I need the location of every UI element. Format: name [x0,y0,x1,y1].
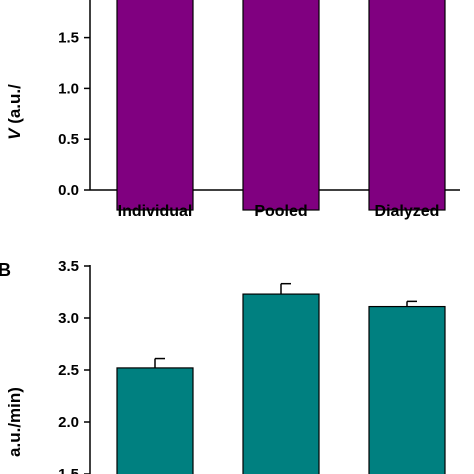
panel-b: B a.u./min) 1.5 2.0 2.5 3.0 3.5 [0,258,446,474]
panel-b-bar [368,305,446,474]
panel-b-bar [242,293,320,474]
panel-b-ylabel: a.u./min) [5,387,24,457]
panel-a-ytick-label: 0.5 [58,131,79,148]
panel-a-ytick-label: 0.0 [58,182,79,199]
panel-a-ylabel: V (a.u./ [5,84,24,140]
panel-b-bar [116,367,194,474]
panel-a-category-label: Individual [118,203,193,220]
panel-b-ytick-label: 2.0 [58,414,79,431]
panel-a-bar [368,0,446,211]
panel-a-category-label: Dialyzed [375,203,440,220]
panel-b-label: B [0,260,11,280]
panel-a-ytick-label: 1.0 [58,80,79,97]
panel-b-ytick-label: 2.5 [58,362,79,379]
panel-a-category-label: Pooled [254,203,307,220]
panel-a-bar [242,0,320,211]
panel-a-ytick-label: 1.5 [58,30,79,47]
panel-b-ytick-label: 3.0 [58,310,79,327]
panel-a: V (a.u./ 0.0 0.5 1.0 1.5 Individual Pooled Di… [5,0,460,220]
panel-b-ytick-label: 1.5 [58,466,79,474]
panel-a-bar [116,0,194,211]
panel-b-ytick-label: 3.5 [58,258,79,275]
